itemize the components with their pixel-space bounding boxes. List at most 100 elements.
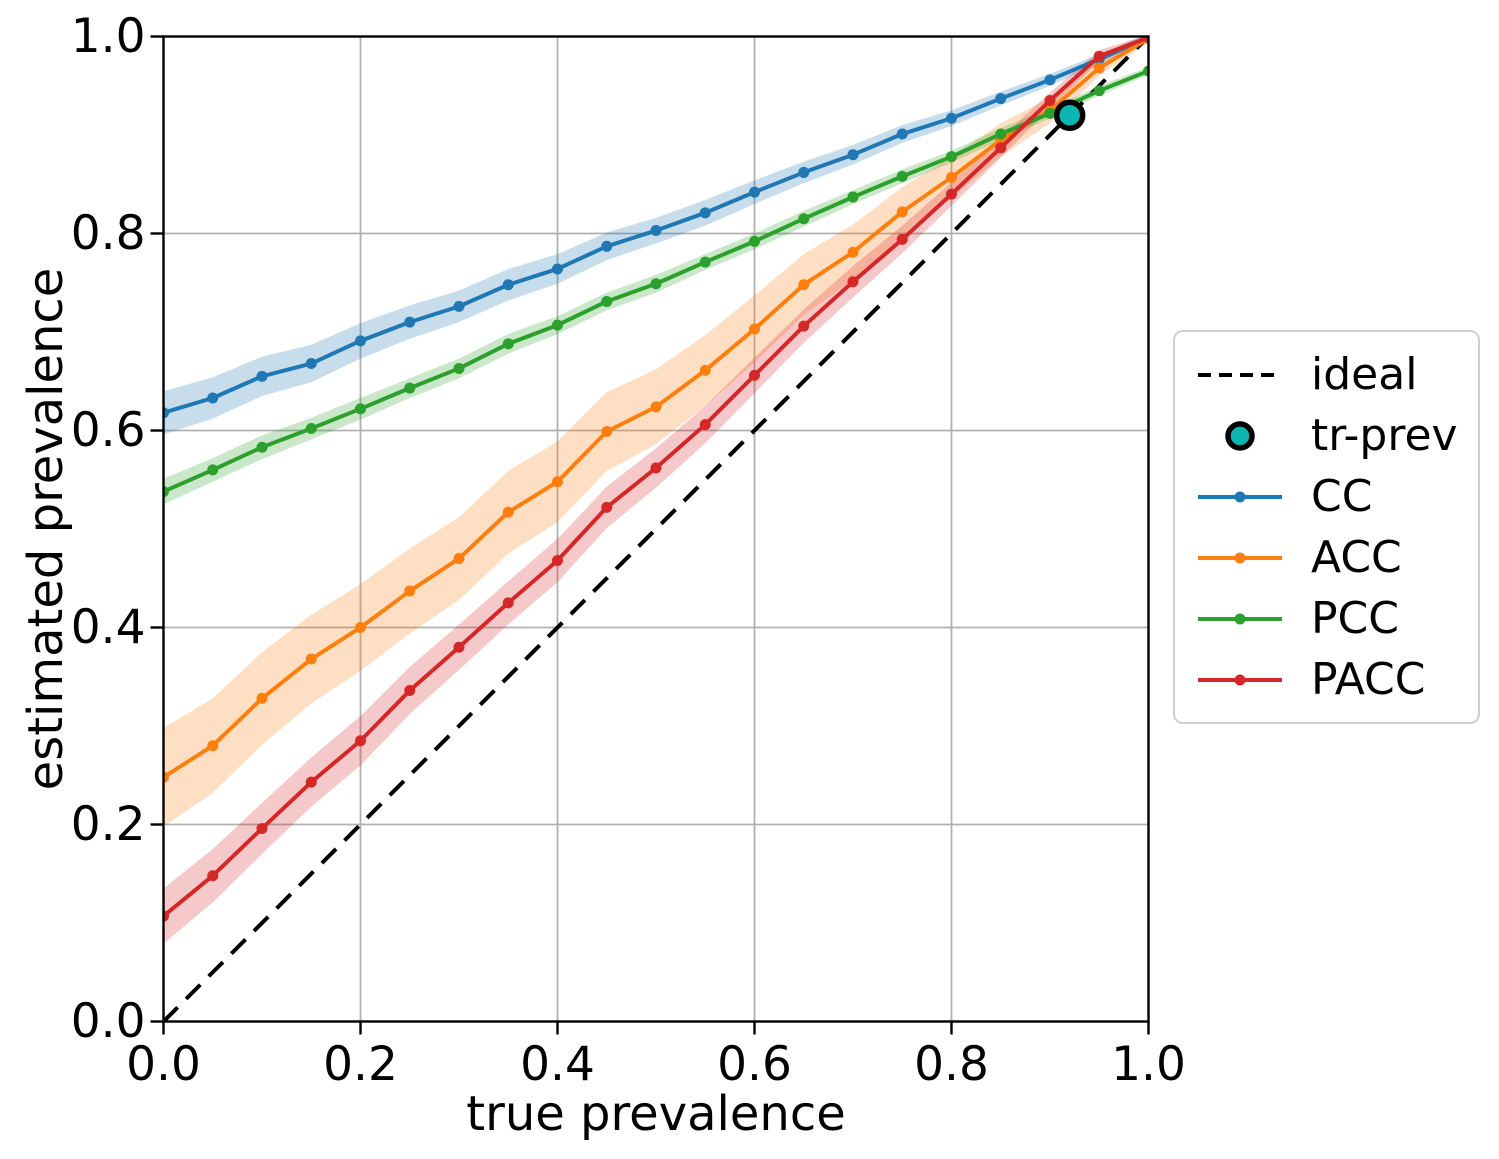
pacc-point: [1093, 50, 1105, 62]
acc-point: [256, 692, 268, 704]
x-axis-label: true prevalence: [466, 1086, 846, 1142]
pcc-point: [1143, 65, 1149, 77]
pcc-point: [896, 170, 908, 182]
cc-series: [163, 36, 1149, 419]
pacc-point: [502, 597, 514, 609]
pcc-point: [305, 423, 317, 435]
pcc-point: [798, 213, 810, 225]
acc-point: [650, 401, 662, 413]
cc-point: [896, 128, 908, 140]
pacc-point: [404, 685, 416, 697]
cc-point: [699, 207, 711, 219]
x-tick-label-0.2: 0.2: [323, 1037, 398, 1092]
cc-point: [847, 149, 859, 161]
y-axis-label: estimated prevalence: [18, 267, 74, 791]
pcc-point: [749, 235, 760, 247]
pcc-point: [453, 362, 465, 374]
acc-point: [896, 206, 908, 218]
pcc-series: [163, 65, 1149, 498]
legend-dot-sample: [1234, 674, 1246, 685]
legend-item-pcc: PCC: [1197, 588, 1478, 649]
legend-item-ideal: ideal: [1197, 344, 1478, 405]
y-tick-label-0.8: 0.8: [71, 206, 146, 261]
tr-prev-marker: [1053, 99, 1086, 132]
legend-label: PACC: [1311, 653, 1426, 705]
pacc-point: [256, 822, 268, 834]
y-tick-label-0.0: 0.0: [71, 994, 146, 1049]
x-tick-label-1.0: 1.0: [1111, 1037, 1186, 1092]
acc-point: [355, 622, 366, 633]
cc-point: [355, 335, 366, 347]
cc-point: [798, 166, 810, 178]
acc-point: [207, 740, 219, 752]
pcc-point: [207, 464, 219, 476]
x-tick-label-0.8: 0.8: [914, 1037, 989, 1092]
pcc-point: [847, 191, 859, 203]
cc-point: [305, 358, 317, 370]
pcc-point: [1044, 107, 1056, 119]
cc-point: [946, 112, 957, 124]
line-marker-icon: [1198, 491, 1282, 502]
pacc-point: [896, 233, 908, 245]
pcc-point: [502, 338, 514, 350]
pcc-point: [355, 403, 366, 415]
acc-point: [798, 279, 810, 291]
cc-point: [502, 279, 514, 291]
pacc-point: [749, 369, 760, 381]
acc-point: [847, 246, 859, 258]
pacc-point: [1044, 95, 1056, 107]
acc-point: [163, 771, 169, 783]
dashed-line-icon: [1198, 372, 1282, 377]
acc-point: [749, 323, 760, 335]
legend-item-tr-prev: tr-prev: [1197, 405, 1478, 466]
acc-point: [601, 425, 613, 437]
acc-point: [552, 476, 563, 488]
axes-ticks: 0.0 0.2 0.4 0.6 0.8 1.0 0.0 0.2 0.4 0.6 0.8 1.0: [71, 9, 1186, 1092]
y-tick-label-1.0: 1.0: [71, 9, 146, 64]
acc-point: [1093, 62, 1105, 74]
legend-ring-sample: [1225, 420, 1255, 451]
legend-label: ACC: [1311, 531, 1402, 583]
pcc-point: [1093, 85, 1105, 97]
pcc-point: [163, 486, 169, 498]
pacc-confidence-band: [163, 36, 1149, 944]
acc-point: [305, 653, 317, 665]
pacc-point: [453, 641, 465, 653]
legend-dot-sample: [1234, 491, 1246, 502]
acc-point: [502, 506, 514, 518]
pcc-point: [601, 295, 613, 307]
line-marker-icon: [1198, 552, 1282, 563]
cc-point: [163, 407, 169, 419]
pacc-point: [650, 462, 662, 474]
pacc-point: [355, 735, 366, 747]
pacc-point: [847, 276, 859, 288]
line-marker-icon: [1198, 674, 1282, 685]
legend-label: CC: [1311, 470, 1373, 522]
pacc-point: [552, 555, 563, 567]
pcc-point: [946, 151, 957, 163]
y-tick-label-0.2: 0.2: [71, 797, 146, 852]
line-marker-icon: [1198, 613, 1282, 624]
pacc-point: [1143, 36, 1149, 43]
cc-point: [207, 392, 219, 404]
pacc-point: [207, 870, 219, 882]
legend-label: ideal: [1311, 348, 1418, 400]
cc-point: [749, 186, 760, 198]
cc-point: [256, 370, 268, 382]
x-tick-label-0.6: 0.6: [717, 1037, 792, 1092]
cc-point: [601, 240, 613, 252]
grid: [163, 36, 1149, 1022]
acc-point: [453, 553, 465, 565]
cc-point: [1044, 74, 1056, 86]
y-tick-label-0.6: 0.6: [71, 403, 146, 458]
pacc-point: [305, 776, 317, 788]
cc-point: [453, 300, 465, 312]
pacc-point: [798, 320, 810, 332]
ring-marker-icon: [1225, 420, 1255, 451]
cc-point: [552, 263, 563, 275]
pacc-point: [163, 910, 169, 922]
pcc-point: [995, 128, 1007, 140]
pacc-point: [699, 419, 711, 431]
pcc-point: [552, 319, 563, 331]
